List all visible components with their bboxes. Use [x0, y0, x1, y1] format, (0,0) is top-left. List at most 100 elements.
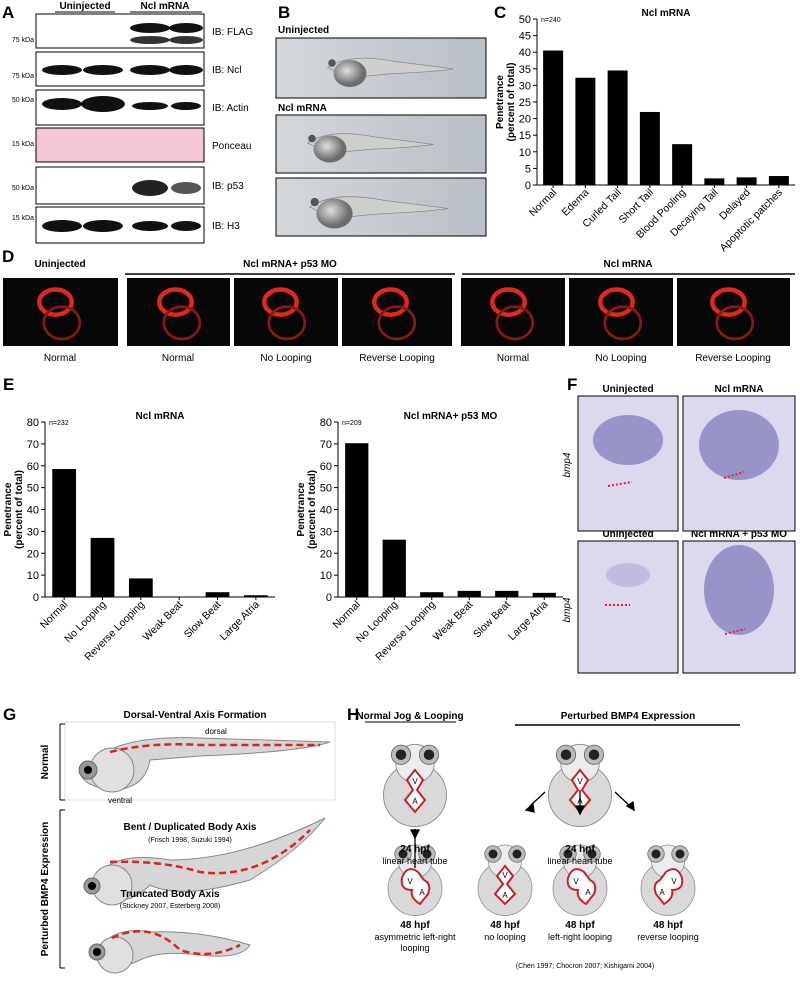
blot-label: IB: Actin — [212, 103, 249, 114]
shape — [42, 220, 82, 232]
shape — [83, 220, 123, 232]
panel-f: Uninjected Ncl mRNA Uninjected Ncl mRNA … — [562, 384, 796, 674]
arrows — [409, 790, 635, 868]
y-tick-label: 20 — [27, 548, 39, 560]
shape — [493, 864, 517, 906]
y-tick-label: 50 — [519, 14, 531, 26]
chamber: V — [573, 877, 579, 886]
y-tick-label: 20 — [519, 114, 531, 126]
markers: 75 kDa 75 kDa 50 kDa 15 kDa 50 kDa 15 kD… — [12, 37, 34, 222]
shape — [403, 768, 427, 814]
panel-h: Normal Jog & Looping Perturbed BMP4 Expr… — [356, 711, 740, 970]
panel-label: F — [567, 375, 577, 394]
y-tick-label: 5 — [525, 163, 531, 175]
shape — [42, 65, 82, 75]
y-tick-label: 15 — [519, 130, 531, 142]
shape — [400, 868, 431, 906]
gene-label: bmp4 — [562, 597, 573, 622]
y-tick-label: 30 — [519, 80, 531, 92]
shape — [524, 802, 535, 813]
sample-size: n=209 — [342, 420, 362, 427]
panel-label: E — [3, 375, 14, 394]
y-tick-label: 0 — [326, 592, 332, 604]
chart-title: Ncl mRNA — [642, 8, 691, 19]
panel-label: D — [2, 247, 14, 266]
model-name: Bent / Duplicated Body Axis — [124, 822, 257, 833]
shape — [171, 182, 201, 194]
caption: No Looping — [260, 353, 311, 364]
group-label: Ncl mRNA — [604, 259, 653, 270]
shape — [132, 221, 168, 231]
kda-label: 15 kDa — [12, 141, 34, 148]
caption: Normal — [497, 353, 529, 364]
refs: (Chen 1997; Chocron 2007; Kishigami 2004… — [516, 963, 655, 970]
shape — [606, 563, 650, 587]
header: Uninjected — [602, 384, 653, 395]
bar — [543, 50, 564, 185]
header: Ncl mRNA + p53 MO — [691, 529, 787, 540]
caption: No Looping — [595, 353, 646, 364]
bracket — [59, 723, 65, 969]
bar — [90, 537, 115, 597]
shape — [724, 628, 746, 635]
hearts — [400, 768, 684, 906]
panel-label: H — [347, 705, 359, 724]
y-tick-label: 60 — [320, 461, 332, 473]
bar — [205, 592, 230, 597]
row-label: Ncl mRNA — [278, 103, 327, 114]
y-tick-label: 10 — [27, 570, 39, 582]
y-tick-label: 40 — [320, 505, 332, 517]
panel-label: C — [494, 3, 506, 22]
image — [275, 37, 487, 99]
stage-time: 24 hpf — [400, 844, 430, 855]
bar — [128, 578, 153, 597]
blot-bands — [42, 23, 203, 232]
y-tick-label: 30 — [320, 526, 332, 538]
bar — [345, 443, 369, 597]
kda-label: 75 kDa — [12, 73, 34, 80]
y-tick-label: 40 — [519, 47, 531, 59]
stage-state: linear heart tube — [382, 856, 447, 866]
y-axis-label: Penetrance — [3, 482, 14, 536]
panel-b: Uninjected Ncl mRNA — [275, 25, 487, 237]
shape — [130, 65, 170, 75]
group-label: Uninjected — [34, 259, 85, 270]
row-label: Uninjected — [278, 25, 329, 36]
chamber: V — [412, 777, 418, 786]
stage-state: reverse looping — [637, 932, 699, 942]
header: Ncl mRNA — [715, 384, 764, 395]
shape — [130, 23, 170, 33]
stage-state: linear heart tube — [547, 856, 612, 866]
x-tick-label: Apoptotic patches — [717, 187, 785, 255]
shape — [169, 36, 203, 44]
stage-time: 48 hpf — [653, 920, 683, 931]
chamber-labels: VA VA VA VA VA VA — [407, 777, 677, 900]
y-tick-label: 20 — [320, 548, 332, 560]
y-tick-label: 60 — [27, 461, 39, 473]
bar — [736, 177, 757, 185]
shape — [171, 102, 201, 110]
shape — [169, 65, 203, 75]
gene-label: bmp4 — [562, 452, 573, 477]
embryo — [94, 817, 326, 902]
shape — [723, 471, 745, 479]
bar — [52, 469, 77, 597]
chamber: A — [412, 797, 418, 806]
shape — [614, 791, 631, 807]
group-label: Perturbed BMP4 Expression — [561, 711, 695, 722]
sample-size: n=240 — [541, 17, 561, 24]
model-refs: (Stickney 2007, Esterberg 2008) — [120, 903, 220, 910]
shape — [409, 829, 421, 840]
kda-label: 50 kDa — [12, 185, 34, 192]
panel-label: A — [2, 3, 14, 22]
blot-labels: IB: FLAG IB: Ncl IB: Actin Ponceau IB: p… — [212, 27, 253, 232]
y-tick-label: 0 — [33, 592, 39, 604]
y-tick-label: 50 — [320, 483, 332, 495]
x-tick-label: Large Atria — [506, 599, 551, 644]
group-label: Perturbed BMP4 Expression — [40, 822, 51, 956]
kda-label: 75 kDa — [12, 37, 34, 44]
bar — [420, 592, 444, 597]
chart-title: Ncl mRNA — [136, 411, 185, 422]
dotted-lines — [605, 471, 746, 635]
